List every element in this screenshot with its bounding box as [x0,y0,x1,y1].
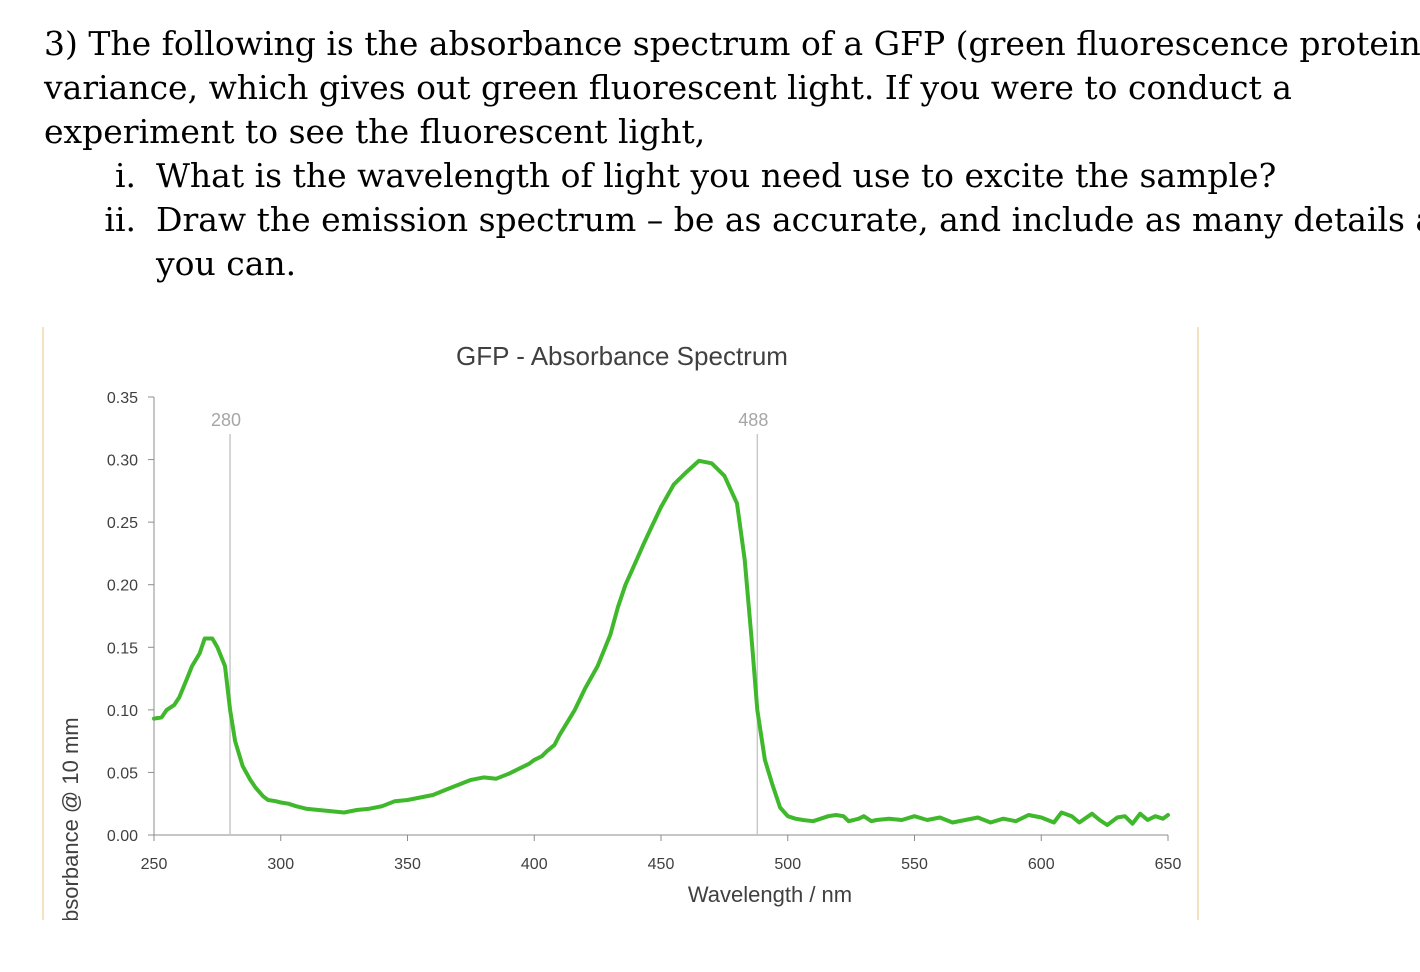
x-tick-label: 600 [1028,856,1055,873]
y-tick-label: 0.20 [107,578,138,595]
x-tick-label: 250 [141,856,168,873]
x-tick-label: 400 [521,856,548,873]
x-tick-label: 350 [394,856,421,873]
question-block: 3) The following is the absorbance spect… [44,22,1420,286]
y-tick-label: 0.00 [107,828,138,845]
question-item: i. What is the wavelength of light you n… [44,154,1394,198]
x-tick-label: 500 [774,856,801,873]
peak-marker-label: 488 [738,410,768,430]
x-tick-label: 450 [648,856,675,873]
question-line: 3) The following is the absorbance spect… [44,24,1420,63]
y-tick-label: 0.25 [107,515,138,532]
peak-marker-label: 280 [211,410,241,430]
question-line: variance, which gives out green fluoresc… [44,68,1292,107]
y-tick-label: 0.30 [107,453,138,470]
absorbance-series-line [152,458,1170,827]
y-tick-label: 0.10 [107,703,138,720]
x-tick-label: 550 [901,856,928,873]
item-text: What is the wavelength of light you need… [156,156,1277,195]
question-line: experiment to see the fluorescent light, [44,112,706,151]
x-tick-label: 300 [267,856,294,873]
x-tick-label: 650 [1155,856,1182,873]
item-marker: i. [114,156,136,195]
x-axis-label: Wavelength / nm [688,882,852,907]
y-tick-label: 0.15 [107,640,138,657]
absorbance-chart: GFP - Absorbance Spectrum Wavelength / n… [42,327,1199,920]
question-item: ii. Draw the emission spectrum – be as a… [44,198,1420,242]
chart-svg: GFP - Absorbance Spectrum Wavelength / n… [58,341,1182,920]
chart-title: GFP - Absorbance Spectrum [456,341,788,371]
y-tick-label: 0.35 [107,390,138,407]
item-text: you can. [156,244,297,283]
item-text: Draw the emission spectrum – be as accur… [156,200,1420,239]
question-item: you can. [44,242,1394,286]
y-tick-label: 0.05 [107,765,138,782]
y-axis-label: Absorbance @ 10 mm [58,717,83,920]
item-marker: ii. [104,200,136,239]
